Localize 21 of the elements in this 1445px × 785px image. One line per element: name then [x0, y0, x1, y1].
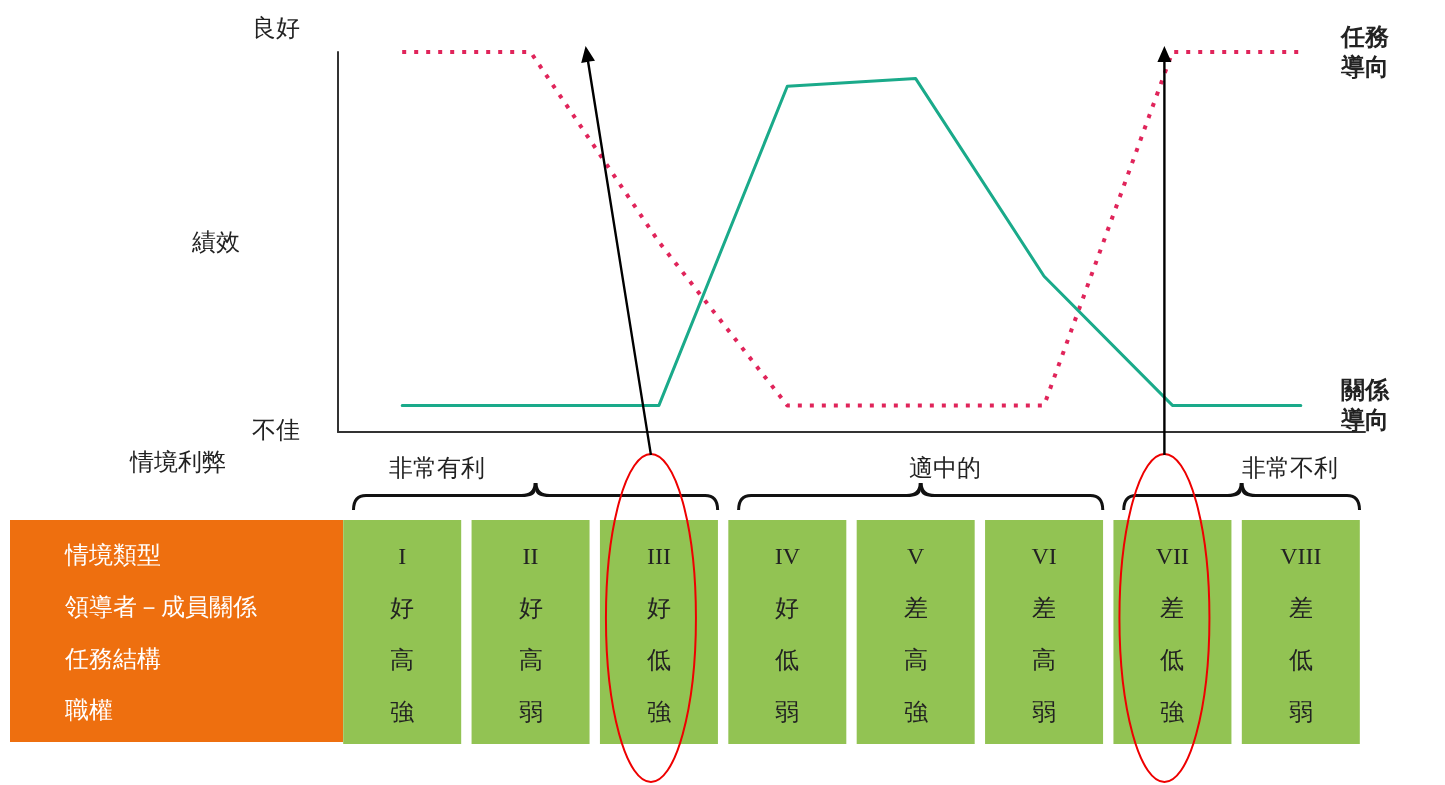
x-tick-label: III好低強: [646, 543, 671, 725]
text: 不佳: [252, 416, 300, 444]
text: 非常不利: [1242, 454, 1338, 482]
x-tick-label: VIII差低弱: [1280, 543, 1322, 725]
text: 職權: [65, 696, 113, 724]
text: 領導者－成員關係: [65, 593, 257, 621]
x-tick-label: I好高強: [390, 543, 415, 725]
text: 情境利弊: [129, 448, 226, 476]
text: 適中的: [909, 454, 981, 482]
text: 良好: [252, 14, 300, 42]
x-tick-label: IV好低弱: [774, 543, 801, 725]
text: 情境類型: [64, 541, 161, 569]
y-axis-title: 績效: [191, 228, 240, 256]
series-label: 任務導向: [1339, 23, 1389, 81]
series-label: 關係導向: [1339, 376, 1390, 435]
text: 任務結構: [64, 645, 161, 673]
x-tick-label: VII差低強: [1155, 543, 1190, 725]
x-tick-label: VI差高弱: [1031, 543, 1057, 725]
text: 非常有利: [389, 454, 485, 482]
x-tick-label: V差高強: [903, 543, 928, 725]
x-tick-label: II好高弱: [518, 543, 543, 725]
